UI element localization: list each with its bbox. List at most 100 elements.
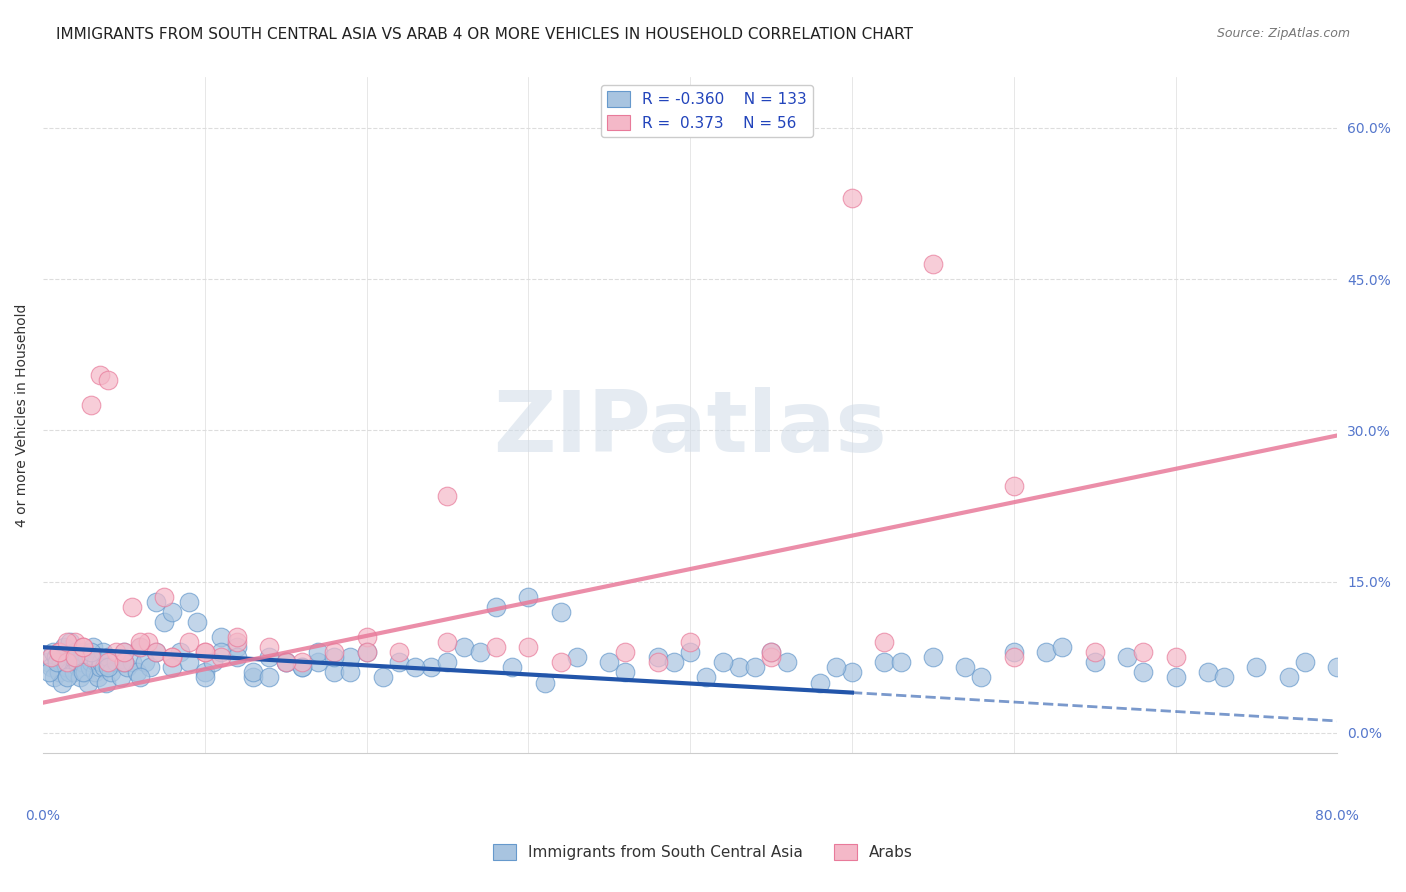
Point — [65, 650, 87, 665]
Point — [56, 635, 79, 649]
Point — [37, 656, 59, 670]
Point — [776, 656, 799, 670]
Point — [194, 645, 217, 659]
Point — [121, 599, 143, 614]
Point — [49, 656, 72, 670]
Point — [388, 645, 411, 659]
Point — [77, 675, 100, 690]
Point — [84, 656, 107, 670]
Point — [39, 650, 62, 665]
Point — [485, 640, 508, 655]
Point — [808, 675, 831, 690]
Point — [356, 645, 378, 659]
Point — [1002, 479, 1025, 493]
Point — [97, 650, 120, 665]
Point — [209, 630, 232, 644]
Point — [242, 670, 264, 684]
Point — [97, 373, 120, 387]
Point — [129, 640, 152, 655]
Point — [79, 660, 101, 674]
Point — [51, 675, 73, 690]
Point — [291, 656, 314, 670]
Point — [89, 660, 111, 674]
Point — [73, 665, 96, 680]
Point — [90, 656, 112, 670]
Point — [209, 650, 232, 665]
Point — [550, 605, 572, 619]
Point — [259, 640, 281, 655]
Point — [226, 650, 249, 665]
Point — [1213, 670, 1236, 684]
Point — [274, 656, 297, 670]
Point — [177, 656, 200, 670]
Point — [136, 635, 159, 649]
Point — [52, 640, 75, 655]
Point — [550, 656, 572, 670]
Point — [468, 645, 491, 659]
Point — [291, 660, 314, 674]
Point — [129, 635, 152, 649]
Point — [112, 645, 135, 659]
Point — [186, 615, 208, 629]
Point — [371, 670, 394, 684]
Point — [65, 645, 87, 659]
Point — [1343, 675, 1365, 690]
Point — [169, 645, 191, 659]
Point — [58, 665, 80, 680]
Point — [1035, 645, 1057, 659]
Point — [56, 670, 79, 684]
Point — [1326, 660, 1348, 674]
Point — [121, 656, 143, 670]
Point — [1164, 650, 1187, 665]
Point — [759, 650, 782, 665]
Point — [91, 645, 114, 659]
Point — [759, 645, 782, 659]
Point — [65, 650, 87, 665]
Point — [517, 640, 540, 655]
Text: 0.0%: 0.0% — [25, 808, 60, 822]
Point — [404, 660, 426, 674]
Point — [356, 645, 378, 659]
Point — [323, 665, 346, 680]
Point — [194, 645, 217, 659]
Point — [436, 489, 458, 503]
Point — [94, 675, 117, 690]
Point — [194, 665, 217, 680]
Legend: R = -0.360    N = 133, R =  0.373    N = 56: R = -0.360 N = 133, R = 0.373 N = 56 — [600, 85, 813, 136]
Point — [1132, 645, 1154, 659]
Point — [226, 640, 249, 655]
Point — [711, 656, 734, 670]
Point — [647, 656, 669, 670]
Point — [82, 640, 104, 655]
Text: ZIPatlas: ZIPatlas — [494, 387, 887, 470]
Point — [80, 398, 103, 412]
Point — [727, 660, 749, 674]
Point — [48, 665, 70, 680]
Point — [72, 665, 94, 680]
Point — [112, 656, 135, 670]
Point — [533, 675, 555, 690]
Point — [56, 656, 79, 670]
Point — [1375, 665, 1398, 680]
Point — [565, 650, 588, 665]
Point — [921, 257, 943, 271]
Point — [1132, 665, 1154, 680]
Point — [48, 645, 70, 659]
Point — [759, 645, 782, 659]
Point — [45, 650, 67, 665]
Point — [841, 665, 863, 680]
Point — [955, 660, 977, 674]
Point — [125, 665, 148, 680]
Point — [291, 660, 314, 674]
Point — [259, 650, 281, 665]
Point — [873, 656, 896, 670]
Point — [67, 660, 90, 674]
Point — [1246, 660, 1268, 674]
Point — [80, 645, 103, 659]
Point — [38, 665, 60, 680]
Point — [614, 645, 637, 659]
Point — [307, 645, 329, 659]
Point — [153, 615, 176, 629]
Point — [162, 605, 184, 619]
Y-axis label: 4 or more Vehicles in Household: 4 or more Vehicles in Household — [15, 303, 30, 527]
